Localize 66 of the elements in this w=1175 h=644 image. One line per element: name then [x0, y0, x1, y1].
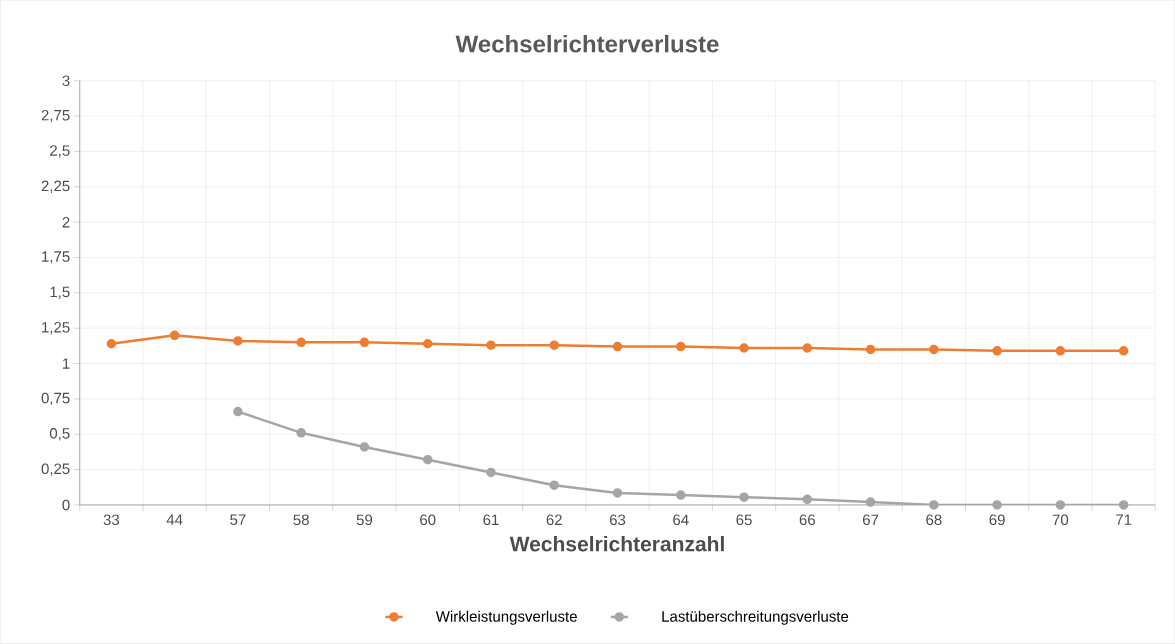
- point: [422, 339, 433, 349]
- y-tick-label: 1,5: [50, 286, 70, 300]
- point: [992, 346, 1002, 356]
- y-tick-label: 2,25: [41, 180, 70, 194]
- point: [296, 428, 306, 438]
- x-tick-label: 33: [103, 514, 120, 526]
- y-tick-label: 2: [62, 217, 70, 228]
- chart-title: Wechselrichterverluste: [455, 35, 719, 53]
- point: [1055, 500, 1066, 510]
- point: [1118, 346, 1129, 356]
- x-tick-label: 68: [926, 514, 942, 526]
- point: [1055, 346, 1066, 356]
- point: [676, 341, 686, 352]
- y-tick-label: 1,25: [42, 322, 70, 335]
- point: [929, 344, 939, 355]
- point: [739, 492, 749, 503]
- legend-label: Wirkleistungsverluste: [435, 610, 577, 625]
- point: [422, 455, 433, 465]
- y-tick-label: 0,25: [41, 463, 70, 476]
- x-tick-label: 59: [356, 514, 373, 526]
- x-tick-label: 69: [989, 514, 1005, 526]
- x-tick-label: 66: [799, 514, 815, 526]
- y-tick-label: 2,75: [41, 110, 70, 123]
- x-axis-title: Wechselrichteranzahl: [509, 536, 724, 552]
- x-tick-label: 64: [673, 514, 689, 526]
- point: [992, 500, 1002, 510]
- y-tick-label: 1,75: [42, 251, 70, 264]
- x-tick-label: 63: [609, 514, 626, 526]
- y-tick-label: 0: [62, 499, 70, 511]
- point: [169, 330, 180, 341]
- point: [1118, 500, 1129, 510]
- point: [359, 442, 370, 452]
- y-tick-label: 0,5: [49, 428, 70, 441]
- x-tick-label: 60: [420, 514, 436, 526]
- point: [612, 488, 623, 498]
- y-tick-label: 3: [62, 75, 70, 87]
- y-tick-label: 0,75: [41, 392, 70, 406]
- point: [296, 337, 306, 348]
- point: [676, 490, 686, 500]
- x-tick-label: 61: [483, 514, 499, 526]
- x-tick-label: 57: [230, 514, 246, 526]
- x-tick-label: 70: [1052, 514, 1069, 526]
- point: [802, 343, 813, 353]
- legend-label: Lastüberschreitungsverluste: [662, 610, 849, 625]
- point: [233, 336, 243, 346]
- y-tick-label: 1: [63, 358, 70, 369]
- y-tick-label: 2,5: [50, 145, 70, 158]
- x-tick-label: 71: [1116, 514, 1132, 525]
- x-tick-label: 65: [736, 514, 752, 526]
- point: [549, 340, 559, 351]
- point: [739, 343, 749, 353]
- x-tick-label: 62: [546, 514, 562, 526]
- point: [929, 500, 939, 510]
- point: [865, 344, 876, 355]
- x-tick-label: 67: [863, 514, 879, 526]
- point: [865, 497, 876, 508]
- x-tick-label: 58: [293, 514, 309, 526]
- point: [549, 480, 559, 491]
- point: [486, 467, 496, 478]
- x-tick-label: 44: [166, 514, 183, 525]
- point: [106, 339, 117, 349]
- point: [486, 340, 496, 351]
- point: [233, 407, 243, 417]
- point: [612, 341, 623, 352]
- point: [802, 494, 813, 505]
- point: [359, 337, 370, 348]
